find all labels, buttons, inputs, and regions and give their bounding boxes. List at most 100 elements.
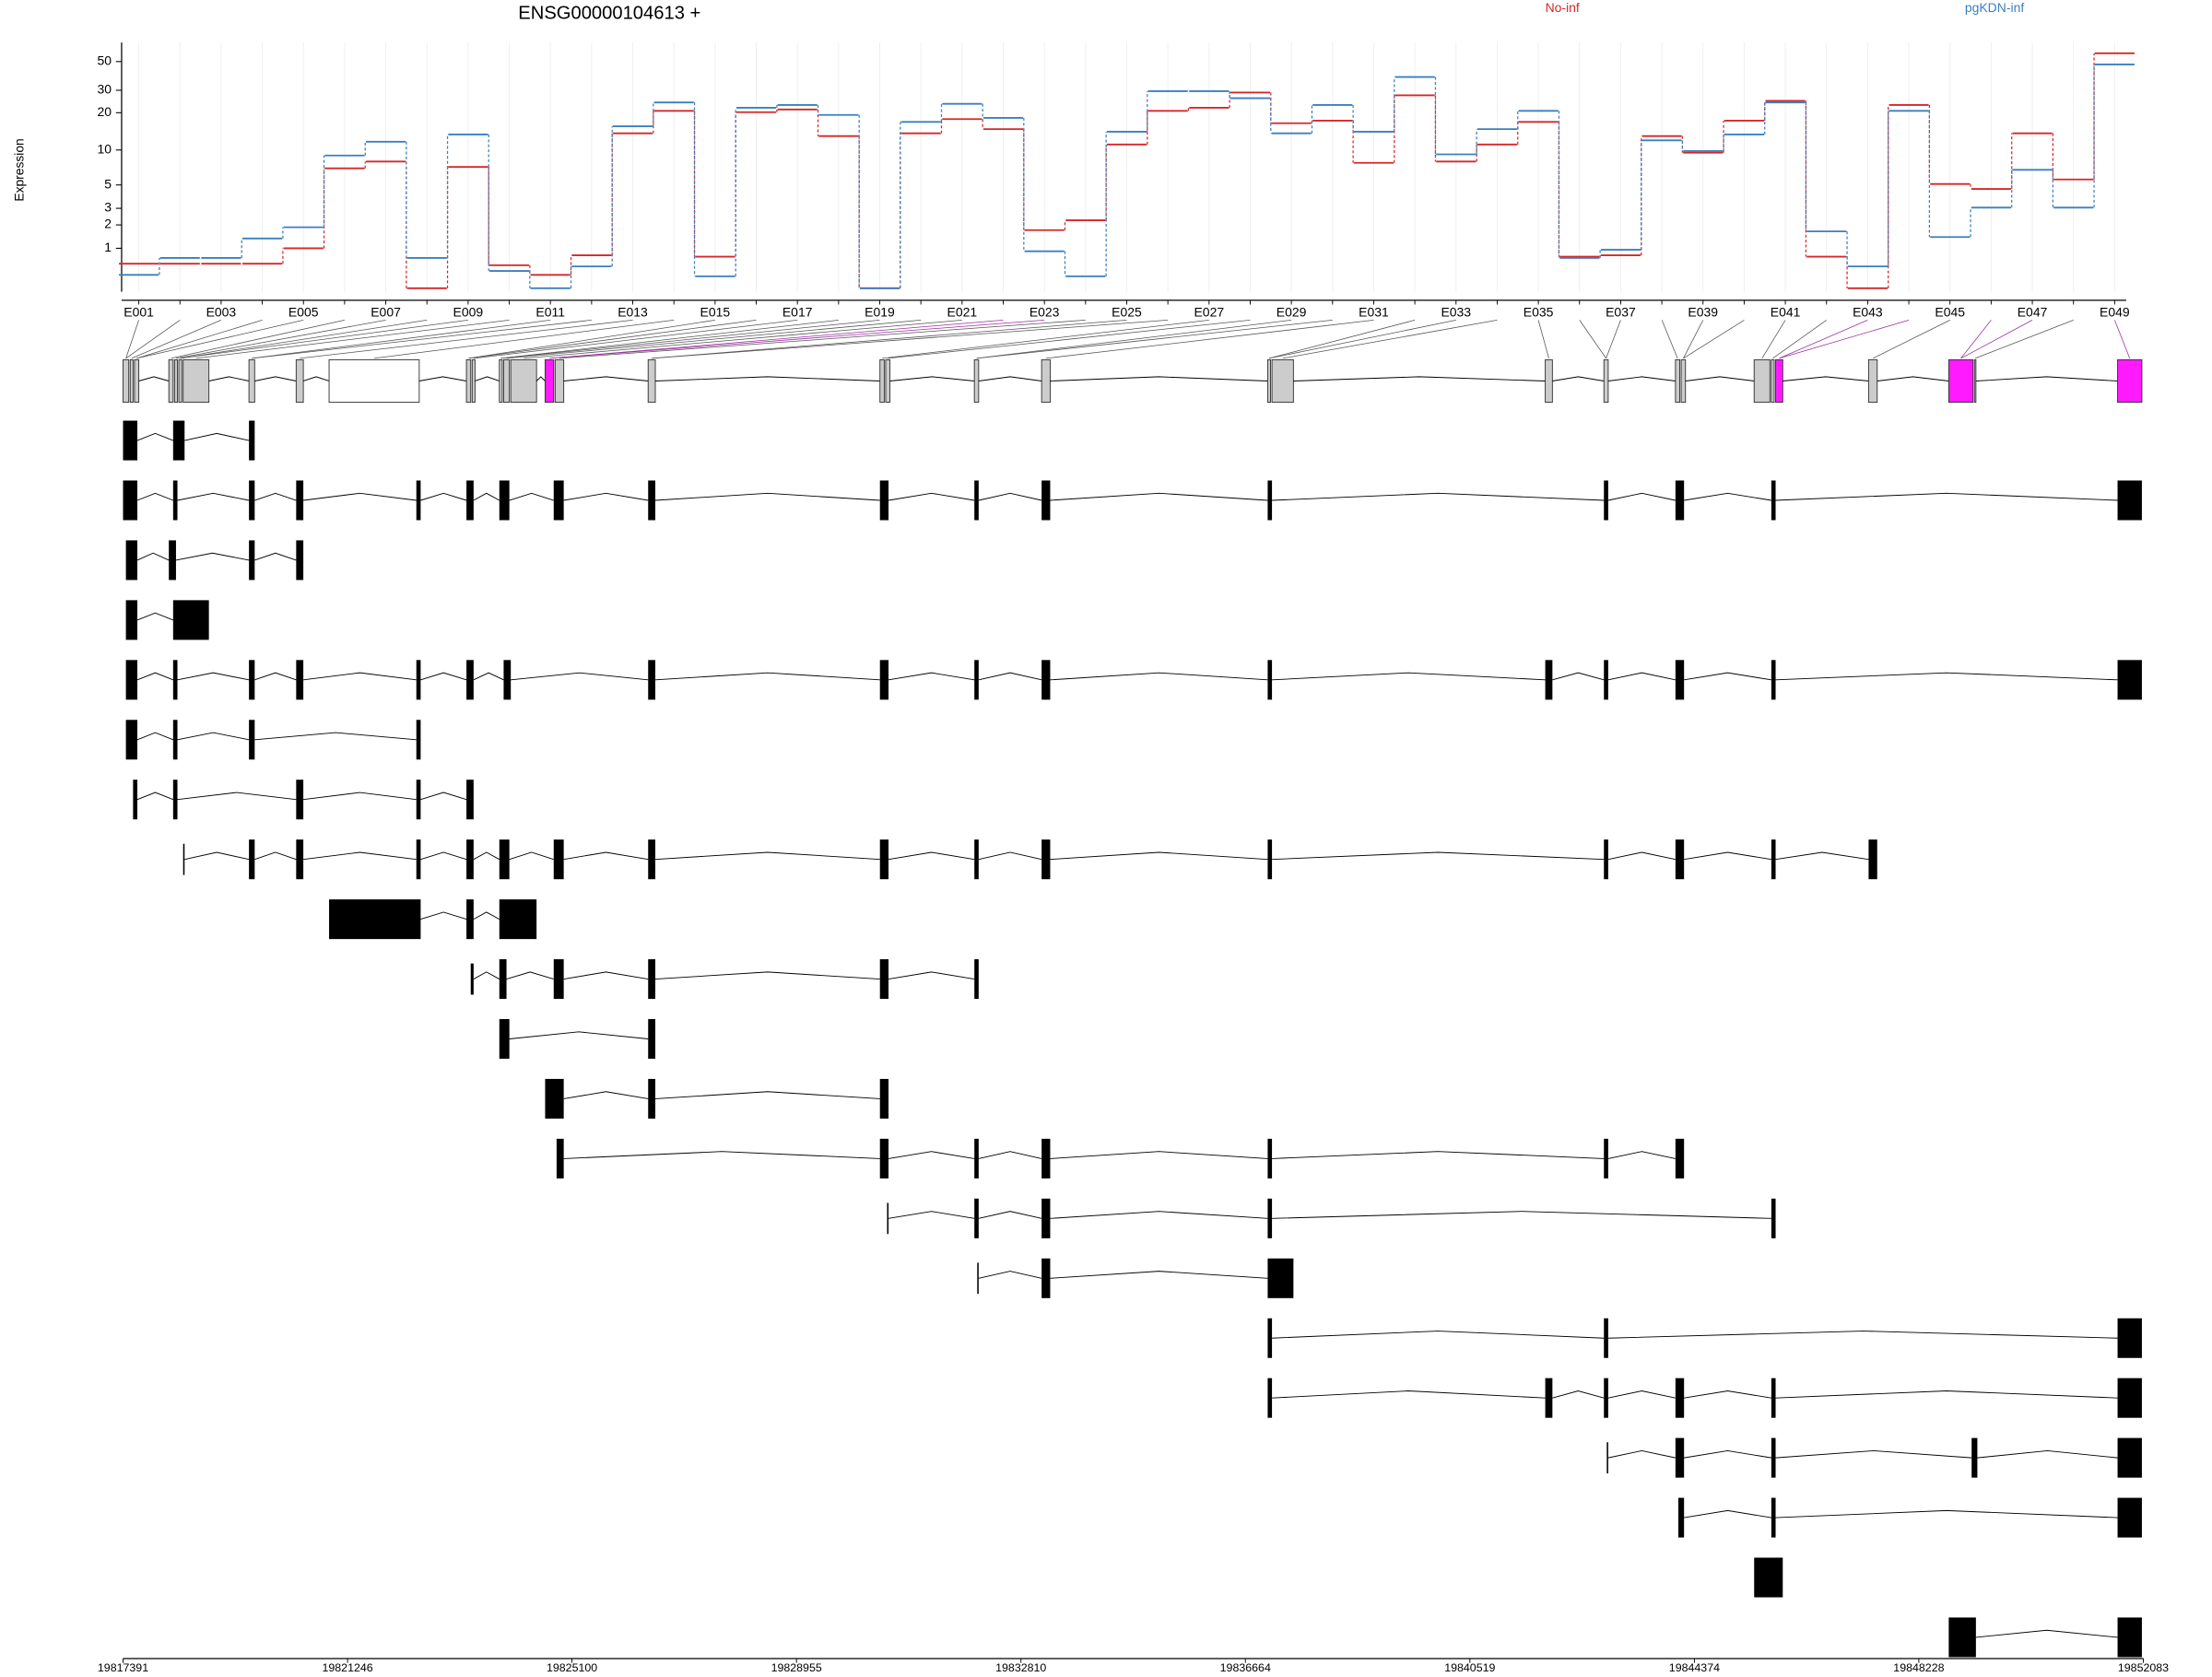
transcript-exon: [1041, 839, 1051, 880]
gene-exon: [647, 358, 656, 404]
transcript-exon: [172, 780, 178, 820]
transcript-exon: [1041, 1258, 1051, 1298]
transcript-exon: [2117, 1617, 2142, 1658]
transcript-exon: [172, 480, 178, 521]
transcript-exon: [1267, 660, 1273, 700]
intron: [563, 1151, 880, 1159]
transcript-exon: [1754, 1557, 1783, 1598]
intron: [563, 971, 649, 980]
genome-tick-label: 19821246: [322, 1661, 372, 1674]
y-tick-label: 3: [104, 200, 112, 215]
bin-connector: [1779, 320, 1910, 359]
transcript-exon: [2117, 660, 2142, 700]
transcript-exon: [648, 1078, 655, 1119]
intron: [1977, 1449, 2118, 1459]
intron: [563, 851, 649, 861]
intron: [136, 732, 174, 741]
intron: [535, 376, 546, 381]
gene-exon: [1603, 358, 1609, 404]
x-tick-label: E005: [288, 304, 319, 319]
transcript-exon: [648, 959, 655, 1000]
gene-exon: [885, 358, 891, 404]
transcript-exon: [1545, 1378, 1553, 1418]
transcript-exon: [974, 959, 979, 1000]
transcript-exon: [974, 480, 979, 521]
intron: [654, 971, 880, 980]
transcript-exon: [648, 660, 655, 700]
x-tick-label: E035: [1524, 304, 1554, 319]
intron: [303, 492, 417, 501]
intron: [1050, 492, 1268, 501]
bin-connector: [125, 320, 181, 359]
transcript-exon: [466, 660, 474, 700]
y-tick-label: 30: [98, 82, 112, 97]
transcript-exon: [416, 480, 421, 521]
x-tick-label: E019: [865, 304, 895, 319]
intron: [473, 911, 500, 921]
transcript-exon: [974, 839, 979, 880]
intron: [563, 492, 649, 501]
x-tick-label: E049: [2100, 304, 2130, 319]
intron: [978, 672, 1042, 681]
bin-connector: [1661, 320, 1678, 359]
intron: [1552, 376, 1605, 381]
intron: [511, 672, 649, 681]
bin-connector: [549, 320, 1045, 359]
genome-tick-label: 19825100: [547, 1661, 597, 1674]
intron: [420, 672, 467, 681]
bin-connector: [136, 320, 263, 359]
intron: [254, 851, 297, 861]
intron: [475, 376, 500, 381]
intron: [509, 1031, 649, 1039]
intron: [1050, 376, 1268, 381]
y-tick-label: 20: [98, 104, 112, 119]
transcript-exon: [1675, 1437, 1685, 1478]
bin-connector: [171, 320, 345, 359]
x-tick-label: E011: [535, 304, 565, 319]
chart-title: ENSG00000104613 +: [518, 4, 700, 24]
transcript-exon: [499, 1018, 510, 1060]
intron: [136, 432, 174, 441]
bin-connector: [652, 320, 1127, 359]
gene-exon: [1266, 358, 1271, 404]
transcript-exon: [1267, 1138, 1273, 1179]
intron: [208, 376, 250, 381]
intron: [1272, 851, 1605, 861]
bin-connector: [1268, 320, 1456, 359]
intron: [978, 851, 1042, 861]
transcript-exon: [974, 1198, 979, 1238]
transcript-exon: [1041, 1138, 1051, 1179]
intron: [184, 851, 250, 861]
genome-tick-label: 19836664: [1220, 1661, 1271, 1674]
gene-exon: [1775, 358, 1783, 404]
bin-connector: [252, 320, 551, 359]
intron: [1050, 672, 1268, 681]
x-tick-label: E007: [371, 304, 401, 319]
x-tick-label: E031: [1359, 304, 1389, 319]
intron: [888, 1211, 975, 1219]
transcript-exon: [556, 1138, 564, 1179]
transcript-exon: [879, 480, 889, 521]
transcript-exon: [553, 839, 564, 880]
transcript-exon: [2117, 1497, 2142, 1538]
transcript-exon: [887, 1202, 889, 1235]
transcript-exon: [329, 899, 421, 940]
transcript-exon: [169, 540, 176, 580]
bin-connector: [1045, 320, 1374, 359]
intron: [1272, 1390, 1546, 1399]
transcript-exon: [1948, 1617, 1976, 1658]
gene-exon: [544, 358, 555, 404]
intron: [302, 376, 330, 381]
intron: [1552, 672, 1605, 681]
x-tick-label: E023: [1030, 304, 1060, 319]
intron: [1050, 1211, 1268, 1219]
transcript-exon: [499, 899, 537, 940]
gene-exon: [465, 358, 472, 404]
transcript-exon: [1606, 1442, 1608, 1474]
x-tick-label: E021: [947, 304, 978, 319]
transcript-exon: [1267, 839, 1273, 880]
intron: [136, 672, 174, 681]
bin-connector: [549, 320, 1004, 359]
transcript-exon: [125, 660, 138, 700]
intron: [889, 376, 975, 381]
